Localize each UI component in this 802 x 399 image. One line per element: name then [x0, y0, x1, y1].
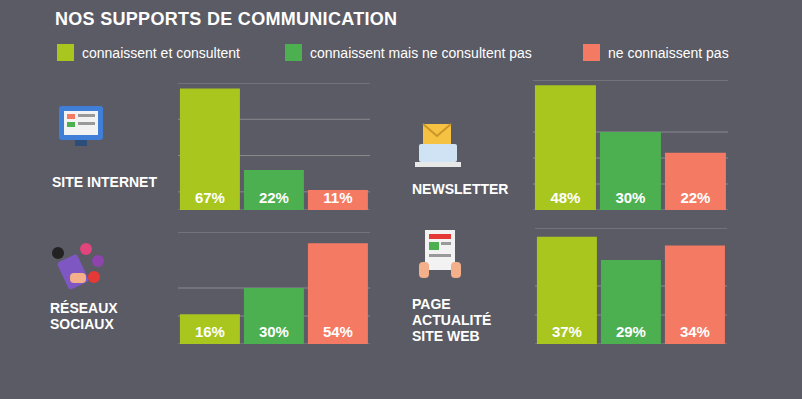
html-text:connaissent mais ne consultent: connaissent mais ne consultent pas: [310, 44, 532, 61]
svg-text:48%: 48%: [550, 189, 580, 206]
svg-text:30%: 30%: [259, 323, 289, 340]
html-text:connaissent et consultent: connaissent et consultent: [82, 44, 240, 61]
svg-text:11%: 11%: [323, 189, 352, 206]
html-text:RÉSEAUX SOCIAUX: RÉSEAUX SOCIAUX: [50, 300, 118, 332]
svg-text:30%: 30%: [615, 189, 645, 206]
svg-text:22%: 22%: [259, 189, 289, 206]
svg-text:54%: 54%: [323, 323, 353, 340]
svg-text:16%: 16%: [195, 323, 225, 340]
svg-text:67%: 67%: [195, 189, 225, 206]
html-text:ne connaissent pas: ne connaissent pas: [608, 44, 729, 61]
svg-text:22%: 22%: [680, 189, 710, 206]
html-text:NOS SUPPORTS DE COMMUNICATION: NOS SUPPORTS DE COMMUNICATION: [55, 9, 398, 29]
html-text:PAGE ACTUALITÉ SITE WEB: PAGE ACTUALITÉ SITE WEB: [412, 296, 492, 344]
svg-text:37%: 37%: [552, 323, 582, 340]
svg-text:34%: 34%: [680, 323, 710, 340]
html-text:NEWSLETTER: NEWSLETTER: [412, 181, 509, 197]
svg-text:29%: 29%: [616, 323, 646, 340]
html-text:SITE INTERNET: SITE INTERNET: [52, 174, 157, 190]
